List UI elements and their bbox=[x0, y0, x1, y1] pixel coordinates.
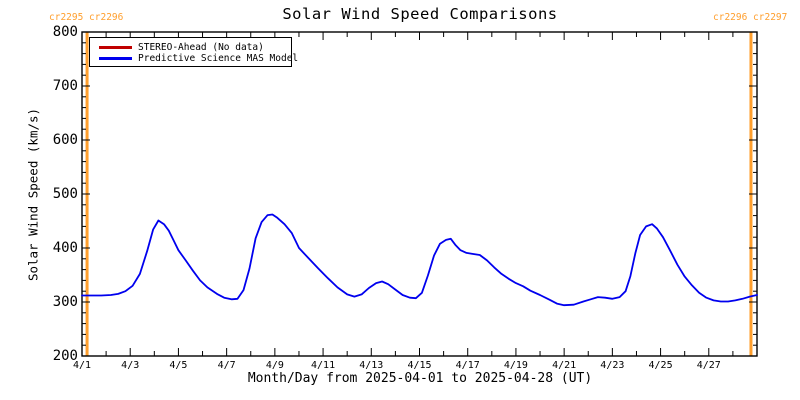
chart-title: Solar Wind Speed Comparisons bbox=[282, 5, 558, 23]
x-tick-label: 4/19 bbox=[503, 360, 528, 371]
x-tick-label: 4/13 bbox=[359, 360, 384, 371]
carrington-rotation-label-right: cr2296 cr2297 bbox=[713, 12, 788, 23]
x-tick-label: 4/11 bbox=[311, 360, 336, 371]
plot-frame bbox=[81, 31, 758, 357]
x-tick-label: 4/3 bbox=[121, 360, 140, 371]
x-tick-label: 4/5 bbox=[169, 360, 188, 371]
legend-line-sample-icon bbox=[99, 46, 132, 49]
carrington-rotation-label-left: cr2295 cr2296 bbox=[49, 12, 124, 23]
x-tick-label: 4/23 bbox=[600, 360, 625, 371]
legend-entry-label: STEREO-Ahead (No data) bbox=[138, 42, 264, 53]
x-tick-label: 4/21 bbox=[552, 360, 577, 371]
x-tick-label: 4/27 bbox=[696, 360, 721, 371]
x-axis-title: Month/Day from 2025-04-01 to 2025-04-28 … bbox=[247, 371, 593, 386]
legend-line-sample-icon bbox=[99, 57, 132, 60]
x-tick-label: 4/25 bbox=[648, 360, 673, 371]
y-tick-label: 500 bbox=[52, 186, 78, 202]
y-tick-label: 300 bbox=[52, 294, 78, 310]
y-tick-label: 400 bbox=[52, 240, 78, 256]
x-tick-label: 4/7 bbox=[217, 360, 236, 371]
legend-entry: Predictive Science MAS Model bbox=[90, 53, 298, 64]
y-tick-label: 800 bbox=[52, 24, 78, 40]
legend-entry: STEREO-Ahead (No data) bbox=[90, 42, 291, 53]
x-tick-label: 4/9 bbox=[265, 360, 284, 371]
series-curve bbox=[81, 213, 758, 307]
legend-entry-label: Predictive Science MAS Model bbox=[138, 53, 299, 64]
y-tick-label: 600 bbox=[52, 132, 78, 148]
y-tick-label: 700 bbox=[52, 78, 78, 94]
x-tick-label: 4/15 bbox=[407, 360, 432, 371]
x-tick-label: 4/17 bbox=[455, 360, 480, 371]
y-tick-label: 200 bbox=[52, 348, 78, 364]
legend-box: STEREO-Ahead (No data) Predictive Science… bbox=[89, 37, 298, 67]
x-tick-label: 4/1 bbox=[72, 360, 92, 371]
